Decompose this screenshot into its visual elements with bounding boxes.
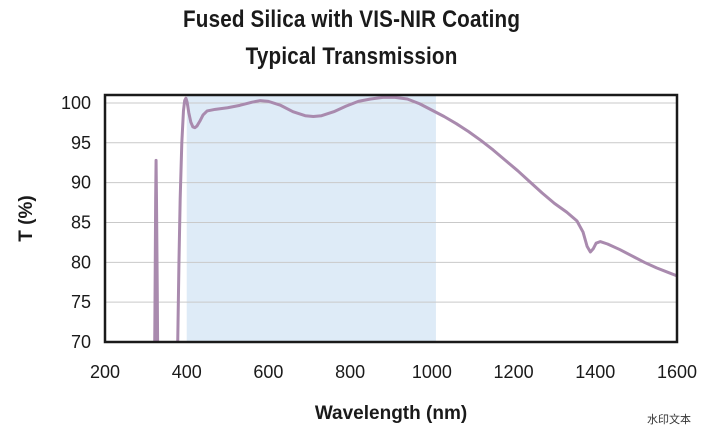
y-tick-label: 75 [71, 292, 91, 312]
x-tick-label: 200 [90, 362, 120, 382]
y-tick-label: 80 [71, 252, 91, 272]
x-tick-label: 400 [172, 362, 202, 382]
x-tick-label: 1200 [494, 362, 534, 382]
y-tick-label: 95 [71, 133, 91, 153]
watermark-text: 水印文本 [647, 413, 691, 426]
y-axis-label: T (%) [16, 195, 37, 241]
x-tick-label: 800 [335, 362, 365, 382]
transmission-line-segment-1 [176, 95, 677, 342]
x-tick-label: 1000 [412, 362, 452, 382]
chart-subtitle: Typical Transmission [245, 43, 458, 70]
visible-nir-band [186, 95, 436, 342]
x-tick-label: 1600 [657, 362, 697, 382]
y-tick-label: 90 [71, 173, 91, 193]
y-tick-label: 70 [71, 332, 91, 352]
chart-title: Fused Silica with VIS-NIR Coating [183, 6, 521, 33]
y-tick-label: 100 [61, 93, 91, 113]
plot-frame [103, 93, 679, 344]
x-tick-label: 600 [253, 362, 283, 382]
y-tick-label: 85 [71, 212, 91, 232]
transmission-line-segment-0 [153, 158, 160, 342]
x-tick-label: 1400 [575, 362, 615, 382]
x-axis-label: Wavelength (nm) [315, 403, 467, 424]
